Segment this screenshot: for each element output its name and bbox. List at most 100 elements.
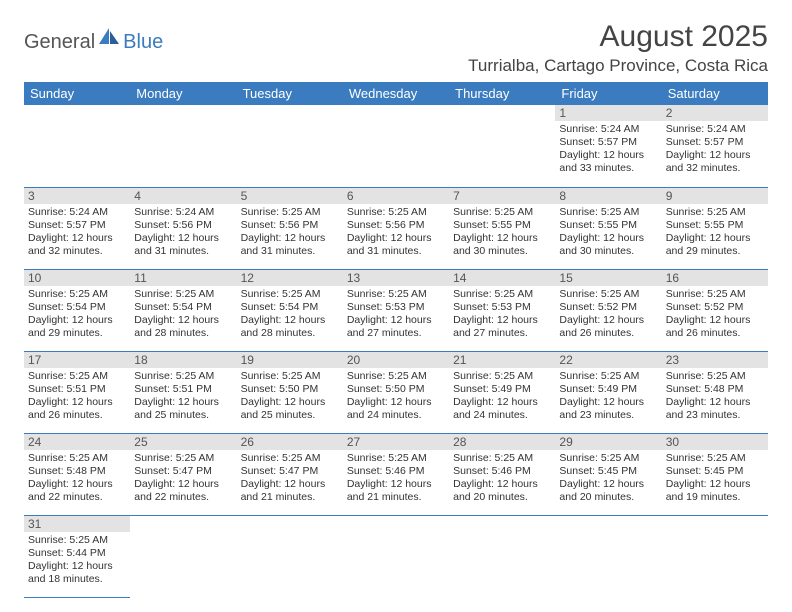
day-details: Sunrise: 5:25 AMSunset: 5:48 PMDaylight:…: [662, 368, 768, 427]
calendar-cell: 2Sunrise: 5:24 AMSunset: 5:57 PMDaylight…: [662, 105, 768, 187]
day-details: Sunrise: 5:25 AMSunset: 5:55 PMDaylight:…: [555, 204, 661, 263]
detail-line: Sunrise: 5:25 AM: [453, 288, 551, 301]
calendar-cell: [237, 105, 343, 187]
calendar-week-row: 17Sunrise: 5:25 AMSunset: 5:51 PMDayligh…: [24, 351, 768, 433]
day-number: 6: [343, 188, 449, 204]
detail-line: Sunset: 5:56 PM: [134, 219, 232, 232]
detail-line: Sunset: 5:53 PM: [347, 301, 445, 314]
day-details: Sunrise: 5:25 AMSunset: 5:50 PMDaylight:…: [237, 368, 343, 427]
detail-line: Daylight: 12 hours: [453, 314, 551, 327]
calendar-cell: 26Sunrise: 5:25 AMSunset: 5:47 PMDayligh…: [237, 433, 343, 515]
detail-line: and 28 minutes.: [241, 327, 339, 340]
day-details: Sunrise: 5:25 AMSunset: 5:52 PMDaylight:…: [662, 286, 768, 345]
weekday-header: Friday: [555, 82, 661, 105]
detail-line: Daylight: 12 hours: [666, 314, 764, 327]
calendar-week-row: 3Sunrise: 5:24 AMSunset: 5:57 PMDaylight…: [24, 187, 768, 269]
day-details: Sunrise: 5:25 AMSunset: 5:44 PMDaylight:…: [24, 532, 130, 591]
detail-line: and 19 minutes.: [666, 491, 764, 504]
detail-line: Sunrise: 5:25 AM: [666, 288, 764, 301]
detail-line: Sunrise: 5:25 AM: [559, 370, 657, 383]
detail-line: Sunrise: 5:25 AM: [666, 452, 764, 465]
calendar-cell: 7Sunrise: 5:25 AMSunset: 5:55 PMDaylight…: [449, 187, 555, 269]
calendar-cell: 11Sunrise: 5:25 AMSunset: 5:54 PMDayligh…: [130, 269, 236, 351]
detail-line: and 24 minutes.: [347, 409, 445, 422]
detail-line: Sunrise: 5:25 AM: [241, 288, 339, 301]
calendar-week-row: 10Sunrise: 5:25 AMSunset: 5:54 PMDayligh…: [24, 269, 768, 351]
detail-line: Sunrise: 5:25 AM: [559, 288, 657, 301]
detail-line: Sunset: 5:48 PM: [28, 465, 126, 478]
calendar-week-row: 24Sunrise: 5:25 AMSunset: 5:48 PMDayligh…: [24, 433, 768, 515]
detail-line: and 31 minutes.: [347, 245, 445, 258]
detail-line: Daylight: 12 hours: [453, 396, 551, 409]
calendar-cell: 12 Sunrise: 5:25 AMSunset: 5:54 PMDayligh…: [237, 269, 343, 351]
calendar-cell: 16Sunrise: 5:25 AMSunset: 5:52 PMDayligh…: [662, 269, 768, 351]
detail-line: Daylight: 12 hours: [347, 396, 445, 409]
detail-line: Sunrise: 5:25 AM: [28, 452, 126, 465]
detail-line: Daylight: 12 hours: [134, 232, 232, 245]
day-number: 11: [130, 270, 236, 286]
calendar-cell: 19Sunrise: 5:25 AMSunset: 5:50 PMDayligh…: [237, 351, 343, 433]
detail-line: Sunset: 5:54 PM: [28, 301, 126, 314]
detail-line: Daylight: 12 hours: [453, 478, 551, 491]
day-number: 15: [555, 270, 661, 286]
day-details: Sunrise: 5:25 AMSunset: 5:56 PMDaylight:…: [343, 204, 449, 263]
detail-line: and 33 minutes.: [559, 162, 657, 175]
day-number: 5: [237, 188, 343, 204]
detail-line: and 32 minutes.: [28, 245, 126, 258]
detail-line: Daylight: 12 hours: [241, 232, 339, 245]
calendar-cell: 14Sunrise: 5:25 AMSunset: 5:53 PMDayligh…: [449, 269, 555, 351]
detail-line: Sunrise: 5:25 AM: [453, 370, 551, 383]
detail-line: Sunset: 5:54 PM: [241, 301, 339, 314]
calendar-cell: 5Sunrise: 5:25 AMSunset: 5:56 PMDaylight…: [237, 187, 343, 269]
weekday-header-row: SundayMondayTuesdayWednesdayThursdayFrid…: [24, 82, 768, 105]
detail-line: and 20 minutes.: [559, 491, 657, 504]
detail-line: Sunrise: 5:25 AM: [28, 370, 126, 383]
detail-line: Daylight: 12 hours: [666, 396, 764, 409]
detail-line: Sunrise: 5:25 AM: [453, 206, 551, 219]
detail-line: and 26 minutes.: [559, 327, 657, 340]
weekday-header: Wednesday: [343, 82, 449, 105]
detail-line: Sunrise: 5:25 AM: [134, 370, 232, 383]
detail-line: Sunset: 5:57 PM: [559, 136, 657, 149]
detail-line: and 23 minutes.: [666, 409, 764, 422]
day-details: Sunrise: 5:25 AMSunset: 5:46 PMDaylight:…: [449, 450, 555, 509]
calendar-cell: 8Sunrise: 5:25 AMSunset: 5:55 PMDaylight…: [555, 187, 661, 269]
detail-line: Sunset: 5:47 PM: [134, 465, 232, 478]
detail-line: Sunset: 5:45 PM: [666, 465, 764, 478]
detail-line: and 22 minutes.: [28, 491, 126, 504]
detail-line: Daylight: 12 hours: [241, 314, 339, 327]
day-number: 3: [24, 188, 130, 204]
detail-line: Sunrise: 5:25 AM: [559, 206, 657, 219]
day-details: Sunrise: 5:25 AMSunset: 5:55 PMDaylight:…: [662, 204, 768, 263]
calendar-cell: 22Sunrise: 5:25 AMSunset: 5:49 PMDayligh…: [555, 351, 661, 433]
calendar-cell: 29Sunrise: 5:25 AMSunset: 5:45 PMDayligh…: [555, 433, 661, 515]
calendar-cell: 1Sunrise: 5:24 AMSunset: 5:57 PMDaylight…: [555, 105, 661, 187]
detail-line: Daylight: 12 hours: [28, 396, 126, 409]
detail-line: Sunrise: 5:25 AM: [241, 452, 339, 465]
calendar-cell: 24Sunrise: 5:25 AMSunset: 5:48 PMDayligh…: [24, 433, 130, 515]
calendar-cell: 6Sunrise: 5:25 AMSunset: 5:56 PMDaylight…: [343, 187, 449, 269]
detail-line: and 29 minutes.: [666, 245, 764, 258]
detail-line: Sunrise: 5:24 AM: [28, 206, 126, 219]
detail-line: Sunset: 5:55 PM: [453, 219, 551, 232]
day-number: 28: [449, 434, 555, 450]
calendar-cell: [449, 515, 555, 597]
day-details: Sunrise: 5:25 AMSunset: 5:48 PMDaylight:…: [24, 450, 130, 509]
day-number: 12: [237, 270, 343, 286]
detail-line: Daylight: 12 hours: [347, 232, 445, 245]
detail-line: Daylight: 12 hours: [134, 314, 232, 327]
day-number: 27: [343, 434, 449, 450]
detail-line: and 27 minutes.: [347, 327, 445, 340]
detail-line: and 21 minutes.: [241, 491, 339, 504]
detail-line: Sunset: 5:48 PM: [666, 383, 764, 396]
logo-sail-icon: [99, 28, 121, 51]
calendar-cell: 18Sunrise: 5:25 AMSunset: 5:51 PMDayligh…: [130, 351, 236, 433]
day-details: Sunrise: 5:25 AMSunset: 5:47 PMDaylight:…: [130, 450, 236, 509]
detail-line: and 30 minutes.: [559, 245, 657, 258]
calendar-cell: 9Sunrise: 5:25 AMSunset: 5:55 PMDaylight…: [662, 187, 768, 269]
detail-line: Sunset: 5:52 PM: [666, 301, 764, 314]
detail-line: Sunset: 5:50 PM: [241, 383, 339, 396]
day-number: 19: [237, 352, 343, 368]
day-number: 10: [24, 270, 130, 286]
calendar-cell: 4Sunrise: 5:24 AMSunset: 5:56 PMDaylight…: [130, 187, 236, 269]
